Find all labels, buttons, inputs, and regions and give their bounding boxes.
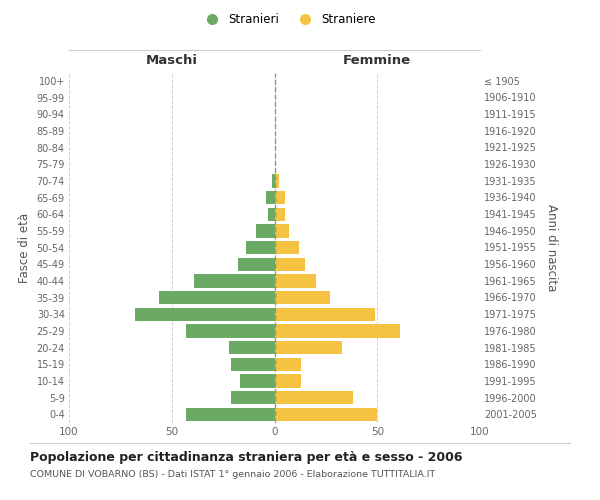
Bar <box>275 258 305 271</box>
Bar <box>268 208 275 221</box>
Bar <box>232 358 275 371</box>
Bar <box>232 391 275 404</box>
Y-axis label: Fasce di età: Fasce di età <box>18 212 31 282</box>
Legend: Stranieri, Straniere: Stranieri, Straniere <box>195 8 381 31</box>
Bar <box>275 341 343 354</box>
Bar <box>275 174 278 188</box>
Bar <box>160 291 275 304</box>
Bar <box>275 308 375 321</box>
Bar <box>275 291 330 304</box>
Bar <box>275 241 299 254</box>
Bar <box>239 374 275 388</box>
Bar <box>275 408 377 421</box>
Y-axis label: Anni di nascita: Anni di nascita <box>545 204 559 291</box>
Bar <box>272 174 275 188</box>
Bar <box>246 241 275 254</box>
Bar <box>194 274 275 287</box>
Bar <box>275 391 353 404</box>
Bar <box>135 308 275 321</box>
Bar <box>266 191 275 204</box>
Bar <box>275 324 400 338</box>
Bar <box>229 341 275 354</box>
Bar <box>275 208 285 221</box>
Text: Maschi: Maschi <box>146 54 198 68</box>
Bar <box>275 358 301 371</box>
Text: Popolazione per cittadinanza straniera per età e sesso - 2006: Popolazione per cittadinanza straniera p… <box>30 451 463 464</box>
Bar <box>275 374 301 388</box>
Bar <box>186 408 275 421</box>
Bar <box>275 274 316 287</box>
Text: COMUNE DI VOBARNO (BS) - Dati ISTAT 1° gennaio 2006 - Elaborazione TUTTITALIA.IT: COMUNE DI VOBARNO (BS) - Dati ISTAT 1° g… <box>30 470 435 479</box>
Bar <box>256 224 275 237</box>
Bar <box>186 324 275 338</box>
Bar <box>275 191 285 204</box>
Text: Femmine: Femmine <box>343 54 412 68</box>
Bar <box>275 224 289 237</box>
Bar <box>238 258 275 271</box>
